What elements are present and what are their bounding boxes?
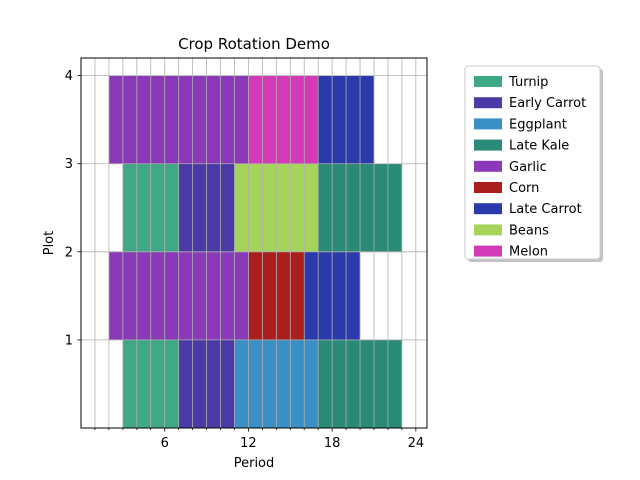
legend-swatch-corn xyxy=(474,182,502,193)
y-tick-label: 2 xyxy=(65,245,73,260)
legend-swatch-early-carrot xyxy=(474,97,502,109)
grid-layer xyxy=(81,58,427,428)
legend-label-beans: Beans xyxy=(509,223,549,238)
legend-label-early-carrot: Early Carrot xyxy=(509,96,586,111)
legend-swatch-melon xyxy=(474,245,502,257)
y-axis-label: Plot xyxy=(42,231,57,256)
legend-label-garlic: Garlic xyxy=(509,160,547,175)
legend-label-eggplant: Eggplant xyxy=(509,117,567,132)
y-tick-label: 3 xyxy=(65,157,73,172)
y-tick-label: 4 xyxy=(65,69,73,84)
legend-swatch-late-kale xyxy=(474,139,502,151)
y-tick-label: 1 xyxy=(65,333,73,348)
x-tick-label: 18 xyxy=(324,436,341,451)
legend-label-corn: Corn xyxy=(509,181,539,196)
chart-title: Crop Rotation Demo xyxy=(178,35,330,53)
legend-swatch-eggplant xyxy=(474,118,502,130)
x-tick-label: 24 xyxy=(408,436,425,451)
legend-label-melon: Melon xyxy=(509,245,548,260)
legend-swatch-late-carrot xyxy=(474,203,502,215)
x-tick-label: 12 xyxy=(240,436,257,451)
x-axis-label: Period xyxy=(234,456,275,471)
bar-melon-12 xyxy=(248,75,319,164)
legend-label-late-carrot: Late Carrot xyxy=(509,202,582,217)
legend-swatch-turnip xyxy=(474,76,502,87)
legend-label-late-kale: Late Kale xyxy=(509,139,569,154)
legend-swatch-garlic xyxy=(474,160,502,172)
x-tick-label: 6 xyxy=(161,436,169,451)
legend-label-turnip: Turnip xyxy=(508,75,548,90)
legend: Turnip Early Carrot Eggplant Late Kale Garli… xyxy=(464,65,603,262)
plot-frame xyxy=(80,57,428,429)
legend-swatch-beans xyxy=(474,224,502,236)
